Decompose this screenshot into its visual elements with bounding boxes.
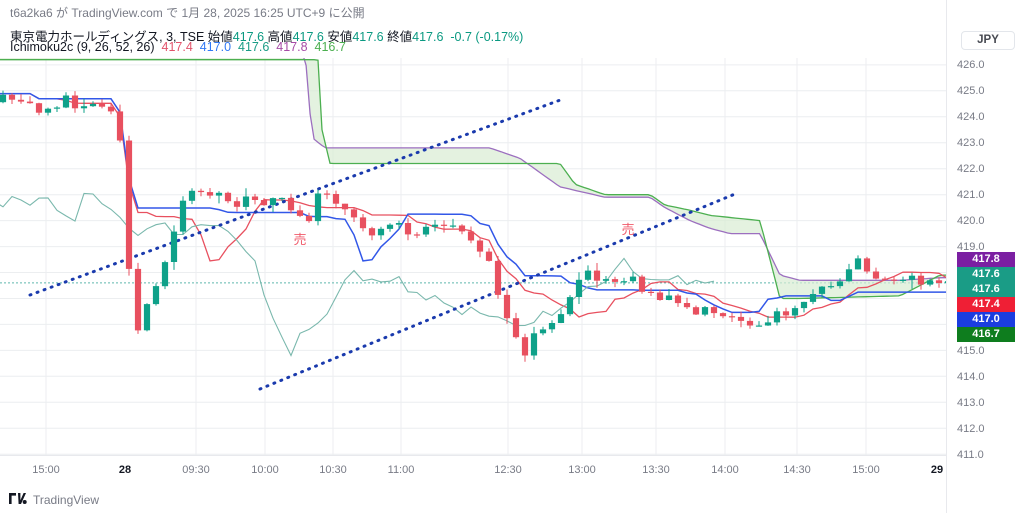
svg-text:売: 売: [621, 222, 634, 237]
svg-text:売: 売: [293, 232, 306, 247]
